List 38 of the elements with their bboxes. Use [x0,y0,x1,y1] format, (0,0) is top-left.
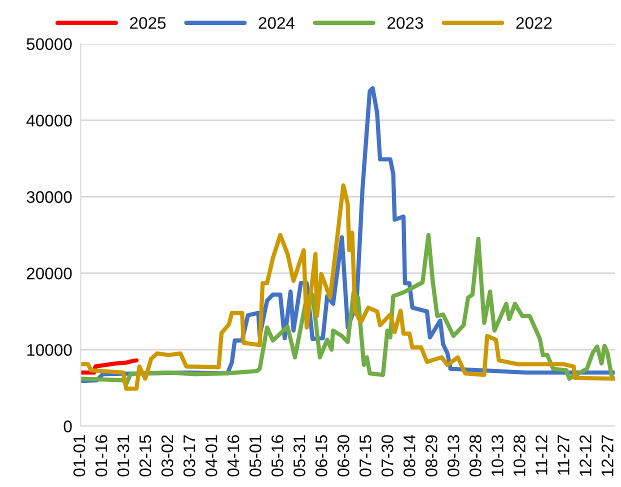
x-tick-label: 11-27 [558,435,570,475]
x-tick-label: 09-28 [470,435,482,476]
line-series [80,358,139,375]
x-tick-label: 04-01 [205,435,218,476]
x-tick-label: 10-28 [514,435,526,476]
x-tick-label: 08-29 [426,435,438,476]
line-series [80,232,615,386]
x-tick-label: 05-31 [293,435,306,476]
x-tick-label: 10-13 [492,435,504,476]
y-tick-label: 40000 [26,114,72,126]
x-tick-label: 07-30 [382,435,394,476]
x-tick-label: 05-16 [271,435,284,476]
y-tick-label: 50000 [26,38,72,50]
x-tick-label: 01-31 [117,435,130,476]
x-tick-label: 04-16 [227,435,240,476]
x-tick-label: 03-02 [161,435,174,476]
x-tick-label: 06-30 [337,435,350,476]
x-tick-label: 01-01 [73,435,86,476]
x-tick-label: 12-27 [602,435,614,476]
legend-label: 2025 [130,17,166,29]
y-tick-label: 20000 [26,268,72,280]
x-tick-label: 05-01 [249,435,262,476]
x-tick-label: 07-15 [360,435,372,476]
x-tick-label: 03-17 [183,435,196,476]
legend-label: 2024 [258,17,295,29]
legend-label: 2023 [388,17,424,29]
x-tick-label: 01-16 [95,435,108,476]
x-tick-label: 11-12 [536,435,548,475]
line-series [80,183,615,391]
y-tick-label: 10000 [27,344,72,356]
x-tick-label: 02-15 [139,435,152,476]
x-tick-label: 06-15 [315,435,328,476]
legend-label: 2022 [516,17,552,29]
x-tick-label: 12-12 [580,435,592,476]
x-tick-label: 08-14 [404,434,416,476]
y-tick-label: 30000 [26,191,72,203]
x-tick-label: 09-13 [448,435,460,476]
y-tick-label: 0 [64,420,72,432]
